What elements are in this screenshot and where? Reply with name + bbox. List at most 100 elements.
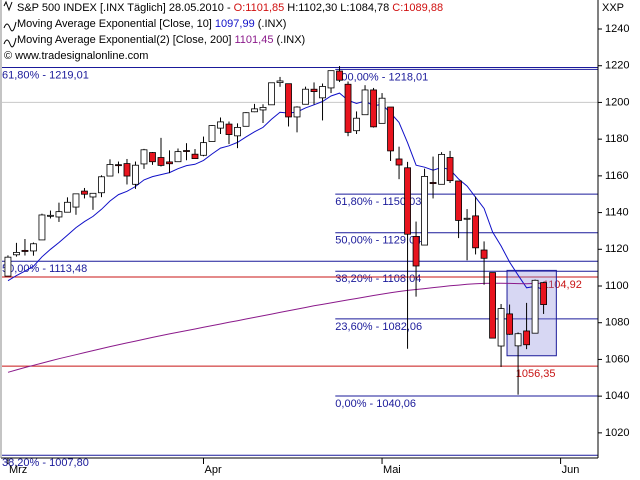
candle-body bbox=[276, 80, 284, 84]
x-tick-label: Apr bbox=[205, 464, 222, 476]
level-label: 50,00% - 1113,48 bbox=[2, 263, 87, 275]
candle-body bbox=[472, 215, 479, 249]
header-icon bbox=[3, 0, 13, 12]
candle-body bbox=[191, 153, 199, 160]
candle-body bbox=[38, 214, 46, 241]
level-label: 23,60% - 1082,06 bbox=[335, 321, 422, 333]
y-tick-label: 1180 bbox=[605, 133, 629, 145]
candle-body bbox=[370, 89, 377, 128]
header-line: S&P 500 INDEX [.INX Täglich] 28.05.2010 … bbox=[17, 2, 443, 14]
legend-entry: Moving Average Exponential(2) [Close, 20… bbox=[17, 34, 305, 46]
candle-body bbox=[55, 211, 63, 218]
candle-body bbox=[395, 158, 403, 166]
candle-body bbox=[259, 106, 267, 111]
candle-body bbox=[429, 182, 437, 184]
level-label: 100,00% - 1218,01 bbox=[335, 71, 428, 83]
level-label: 61,80% - 1150,03 bbox=[335, 196, 421, 208]
candle-body bbox=[106, 164, 114, 177]
x-tick-label: Mai bbox=[383, 464, 401, 476]
level-label: 1104,92 bbox=[543, 279, 582, 291]
ma-line bbox=[7, 282, 544, 373]
candle-body bbox=[378, 97, 386, 124]
candle-body bbox=[174, 151, 182, 163]
y-tick-label: 1140 bbox=[605, 206, 629, 218]
candle-body bbox=[268, 82, 275, 106]
candle-body bbox=[30, 243, 37, 252]
legend-name: Moving Average Exponential(2) [Close, 20… bbox=[17, 34, 234, 46]
y-tick-label: 1120 bbox=[605, 243, 629, 255]
candle-body bbox=[200, 142, 207, 156]
plot-area: 61,80% - 1219,01 100,00% - 1218,01 61,80% … bbox=[2, 66, 598, 469]
y-tick-label: 1020 bbox=[605, 427, 629, 439]
header: S&P 500 INDEX [.INX Täglich] 28.05.2010 … bbox=[3, 0, 443, 62]
candle-body bbox=[293, 106, 301, 118]
candle-body bbox=[463, 217, 471, 220]
level-label: 0,00% - 1040,06 bbox=[335, 398, 416, 410]
candle-body bbox=[319, 86, 326, 99]
legend-value: 1097,99 bbox=[215, 18, 255, 30]
candle-body bbox=[480, 249, 488, 259]
candle-body bbox=[123, 163, 131, 177]
candle-body bbox=[455, 180, 462, 221]
candle-body bbox=[132, 164, 139, 185]
y-tick-label: 1040 bbox=[605, 390, 629, 402]
candle-body bbox=[540, 282, 547, 305]
candle-body bbox=[387, 106, 394, 152]
candle-body bbox=[310, 88, 318, 93]
candle-body bbox=[251, 108, 258, 113]
candle-body bbox=[531, 279, 539, 334]
candle-body bbox=[361, 89, 369, 116]
legend-icon bbox=[3, 21, 17, 32]
copyright: © www.tradesignalonline.com bbox=[4, 50, 148, 62]
legend-suffix: (.INX) bbox=[255, 18, 287, 30]
candle-body bbox=[489, 272, 496, 339]
level-label: 38,20% - 1108,04 bbox=[335, 273, 421, 285]
y-tick-label: 1160 bbox=[605, 170, 629, 182]
candle-body bbox=[98, 176, 105, 194]
legend-name: Moving Average Exponential [Close, 10] bbox=[17, 18, 215, 30]
header-high-low: H:1102,30 L:1084,78 bbox=[284, 2, 392, 14]
candle-body bbox=[149, 152, 156, 163]
candle-body bbox=[64, 201, 71, 213]
candle-body bbox=[72, 193, 80, 208]
candle-body bbox=[225, 123, 233, 135]
candle-body bbox=[404, 167, 411, 235]
candle-body bbox=[13, 252, 20, 256]
candle-body bbox=[47, 214, 54, 217]
candle-body bbox=[234, 126, 241, 137]
header-open: O:1101,85 bbox=[234, 2, 285, 14]
candle-body bbox=[81, 190, 88, 195]
y-tick-label: 1060 bbox=[605, 353, 629, 365]
y-tick-label: 1100 bbox=[605, 280, 629, 292]
y-tick-label: 1240 bbox=[605, 23, 629, 35]
candle-body bbox=[523, 330, 530, 346]
candle-body bbox=[208, 125, 216, 142]
ma-line bbox=[7, 92, 544, 291]
header-symbol: S&P 500 INDEX [.INX Täglich] 28.05.2010 … bbox=[17, 2, 234, 14]
candle-body bbox=[89, 192, 97, 198]
candle-body bbox=[327, 70, 335, 89]
y-tick-label: 1200 bbox=[605, 96, 629, 108]
legend-suffix: (.INX) bbox=[273, 34, 305, 46]
candle-body bbox=[514, 333, 522, 347]
candle-body bbox=[344, 83, 352, 133]
corner-label: XXP bbox=[602, 2, 624, 14]
candle-body bbox=[285, 83, 292, 118]
candle-body bbox=[302, 88, 309, 105]
candle-body bbox=[217, 121, 224, 129]
level-label: 50,00% - 1129,04 bbox=[335, 235, 421, 247]
candle-body bbox=[421, 176, 428, 246]
legend-value: 1101,45 bbox=[234, 34, 273, 46]
candle-body bbox=[4, 256, 12, 277]
legend-icon bbox=[3, 37, 17, 48]
candle-body bbox=[183, 150, 190, 152]
candle-body bbox=[336, 70, 343, 81]
legend-entry: Moving Average Exponential [Close, 10] 1… bbox=[17, 18, 286, 30]
candle-body bbox=[166, 161, 173, 165]
candle-body bbox=[242, 112, 250, 127]
candle-body bbox=[506, 313, 513, 335]
candle-body bbox=[157, 157, 165, 166]
candle-body bbox=[412, 236, 420, 267]
